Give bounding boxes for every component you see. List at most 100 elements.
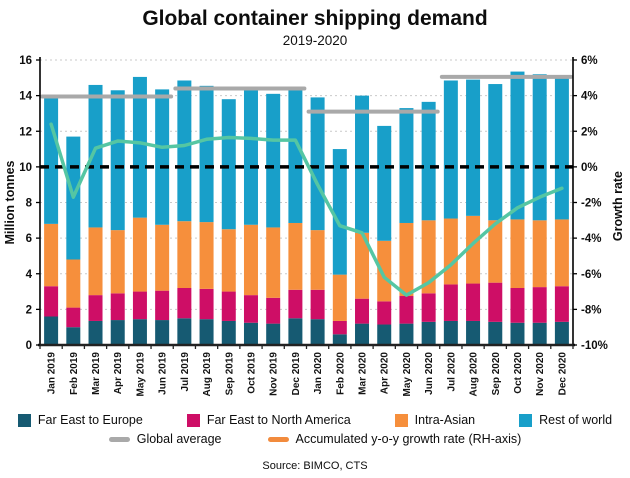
legend-swatch: [267, 436, 289, 442]
bar-segment: [243, 90, 258, 225]
legend-swatch: [394, 413, 408, 427]
x-axis-label: Aug 2019: [202, 352, 213, 397]
bar-segment: [44, 316, 59, 346]
bar-segment: [532, 287, 547, 323]
bar-mar-2019: [88, 85, 103, 346]
bar-segment: [88, 295, 103, 322]
bar-segment: [377, 240, 392, 302]
legend-item-far-east-to-europe: Far East to Europe: [17, 413, 143, 427]
left-tick-label: 0: [26, 340, 32, 352]
bar-segment: [221, 321, 236, 346]
left-tick-label: 10: [19, 162, 32, 174]
x-axis-labels: Jan 2019 Feb 2019 Mar 2019 Apr 2019 May 2019…: [47, 352, 569, 397]
left-tick-labels: 0 2 4 6 8 10 12 14 16: [19, 55, 32, 352]
bar-segment: [399, 223, 414, 297]
x-axis-label: Apr 2019: [113, 352, 124, 395]
bars-group: [44, 71, 569, 346]
legend-item-intra-asian: Intra-Asian: [394, 413, 475, 427]
right-tick-label: 6%: [581, 55, 598, 67]
right-tick-label: 4%: [581, 91, 598, 103]
bar-segment: [399, 323, 414, 346]
left-tick-label: 14: [19, 91, 32, 103]
bar-segment: [266, 227, 281, 298]
bar-segment: [155, 290, 170, 321]
left-tick-label: 6: [26, 233, 32, 245]
x-axis-label: Dec 2020: [557, 352, 568, 396]
chart-title: Global container shipping demand: [142, 7, 488, 30]
right-axis-title: Growth rate: [611, 171, 625, 241]
bar-segment: [421, 321, 436, 346]
x-axis-label: Sep 2020: [491, 352, 502, 396]
bar-may-2019: [132, 77, 147, 346]
x-axis-label: Dec 2019: [291, 352, 302, 396]
x-axis-label: Jun 2019: [158, 352, 169, 395]
x-axis-label: Jul 2019: [180, 352, 191, 392]
bar-segment: [554, 286, 569, 322]
bar-oct-2020: [510, 71, 525, 346]
bar-segment: [466, 283, 481, 322]
bar-segment: [443, 218, 458, 285]
bar-segment: [310, 289, 325, 320]
legend-label: Far East to North America: [206, 413, 351, 428]
bar-segment: [332, 334, 347, 346]
bar-segment: [355, 95, 370, 233]
bar-segment: [66, 307, 81, 328]
bar-segment: [332, 149, 347, 275]
bar-segment: [266, 323, 281, 346]
bar-apr-2019: [110, 90, 125, 346]
bar-segment: [243, 224, 258, 296]
bar-segment: [310, 319, 325, 346]
bar-segment: [88, 85, 103, 228]
bar-segment: [355, 298, 370, 324]
bar-segment: [66, 259, 81, 308]
x-axis-label: Feb 2019: [69, 352, 80, 395]
bar-sep-2019: [221, 99, 236, 346]
bar-segment: [243, 322, 258, 346]
x-axis-label: Jun 2020: [424, 352, 435, 395]
bar-segment: [110, 90, 125, 231]
bar-segment: [310, 230, 325, 290]
bar-nov-2019: [266, 93, 281, 346]
x-axis-label: May 2020: [402, 352, 413, 397]
bar-segment: [554, 219, 569, 287]
bar-segment: [110, 320, 125, 346]
x-axis-label: Oct 2019: [246, 352, 257, 394]
bar-segment: [199, 319, 214, 346]
left-tick-label: 16: [19, 55, 32, 67]
bar-segment: [199, 222, 214, 290]
right-tick-label: -6%: [581, 269, 601, 281]
bar-sep-2020: [488, 84, 503, 346]
bar-segment: [310, 97, 325, 231]
bar-segment: [510, 322, 525, 346]
bar-segment: [177, 288, 192, 319]
right-tick-label: 2%: [581, 126, 598, 138]
bar-segment: [66, 327, 81, 346]
tick-marks: [36, 59, 577, 350]
bar-jul-2020: [443, 80, 458, 346]
legend-row-lines: Global average Accumulated y-o-y growth r…: [0, 432, 630, 446]
legend-item-global-average: Global average: [108, 432, 222, 446]
bar-segment: [399, 296, 414, 324]
chart-subtitle: 2019-2020: [282, 33, 348, 49]
bar-segment: [221, 229, 236, 292]
bar-segment: [332, 321, 347, 335]
bar-segment: [288, 318, 303, 346]
bar-segment: [510, 288, 525, 323]
x-axis-label: Oct 2020: [513, 352, 524, 394]
bar-segment: [443, 321, 458, 346]
bar-segment: [443, 80, 458, 219]
bar-segment: [132, 291, 147, 320]
bar-segment: [421, 102, 436, 221]
x-axis-label: Nov 2020: [535, 352, 546, 396]
legend-item-rest-of-world: Rest of world: [519, 413, 612, 427]
bar-segment: [44, 286, 59, 317]
bar-segment: [199, 289, 214, 320]
bar-jun-2020: [421, 102, 436, 346]
bar-jan-2019: [44, 95, 59, 346]
left-tick-label: 4: [26, 269, 33, 281]
bar-jul-2019: [177, 80, 192, 346]
right-tick-label: -2%: [581, 198, 601, 210]
bar-segment: [466, 321, 481, 346]
chart-canvas: 0 2 4 6 8 10 12 14 16 6% 4% 2% 0% -2% -4% -6% -8% -10% Jan…: [3, 55, 625, 397]
